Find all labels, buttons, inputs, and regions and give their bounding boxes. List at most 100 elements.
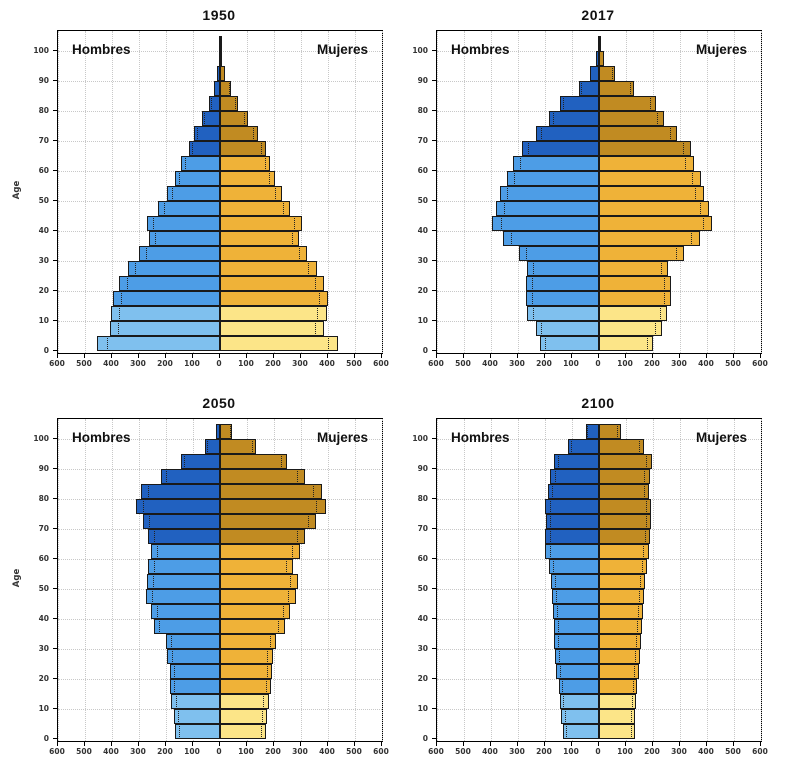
dotted-marker xyxy=(244,113,246,124)
bar-mujeres-10-14 xyxy=(599,306,667,321)
y-tick-label: 60 xyxy=(38,165,49,175)
x-tick xyxy=(381,353,382,358)
bar-hombres-0-4 xyxy=(539,336,599,351)
dotted-marker xyxy=(265,681,267,692)
y-tick-label: 20 xyxy=(417,285,428,295)
bar-mujeres-95-99 xyxy=(599,51,605,66)
y-tick xyxy=(432,618,436,619)
bar-hombres-65-69 xyxy=(522,141,599,156)
bar-mujeres-20-24 xyxy=(599,664,639,679)
x-tick xyxy=(652,353,653,358)
dotted-marker xyxy=(154,531,156,542)
bar-mujeres-45-49 xyxy=(599,201,710,216)
bar-hombres-25-29 xyxy=(167,649,220,664)
dotted-marker xyxy=(196,128,198,139)
bar-hombres-25-29 xyxy=(526,261,599,276)
vgrid-line xyxy=(355,31,356,353)
bar-mujeres-30-34 xyxy=(599,246,685,261)
x-tick-label: 200 xyxy=(536,359,552,368)
dotted-marker xyxy=(645,516,647,527)
bar-mujeres-100+ xyxy=(220,36,222,51)
vgrid-line xyxy=(464,419,465,741)
y-tick-label: 90 xyxy=(38,463,49,473)
x-tick-label: 400 xyxy=(482,747,498,756)
vgrid-line xyxy=(437,31,438,353)
x-tick xyxy=(300,353,301,358)
bar-hombres-80-84 xyxy=(141,484,220,499)
x-tick-label: 600 xyxy=(49,359,65,368)
bar-hombres-30-34 xyxy=(519,246,599,261)
bar-mujeres-95-99 xyxy=(599,439,644,454)
x-tick-label: 300 xyxy=(130,747,146,756)
dotted-marker xyxy=(118,323,120,334)
x-tick xyxy=(733,741,734,746)
dotted-marker xyxy=(120,293,122,304)
y-tick xyxy=(53,498,57,499)
x-tick xyxy=(625,353,626,358)
dotted-marker xyxy=(312,486,314,497)
dotted-marker xyxy=(563,696,565,707)
vgrid-line xyxy=(707,419,708,741)
bar-hombres-35-39 xyxy=(553,619,599,634)
dotted-marker xyxy=(234,98,236,109)
dotted-marker xyxy=(685,158,687,169)
x-tick-label: 0 xyxy=(595,747,601,756)
x-tick xyxy=(327,741,328,746)
x-tick-label: 100 xyxy=(184,747,200,756)
dotted-marker xyxy=(570,441,572,452)
dotted-marker xyxy=(525,248,527,259)
x-tick xyxy=(57,353,58,358)
dotted-marker xyxy=(587,426,589,437)
dotted-marker xyxy=(691,233,693,244)
x-tick-label: 400 xyxy=(698,747,714,756)
bar-hombres-85-89 xyxy=(550,469,599,484)
vgrid-line xyxy=(761,31,762,353)
dotted-marker xyxy=(558,651,560,662)
bar-hombres-15-19 xyxy=(526,291,599,306)
bar-mujeres-85-89 xyxy=(599,469,650,484)
bar-hombres-45-49 xyxy=(551,589,599,604)
dotted-marker xyxy=(661,263,663,274)
bar-mujeres-55-59 xyxy=(220,171,276,186)
bar-hombres-80-84 xyxy=(547,484,599,499)
plot-area: Hombres Mujeres xyxy=(436,30,762,354)
bar-hombres-35-39 xyxy=(503,231,599,246)
bar-mujeres-85-89 xyxy=(220,81,232,96)
y-tick-label: 100 xyxy=(412,45,428,55)
bar-hombres-10-14 xyxy=(559,694,599,709)
bar-hombres-95-99 xyxy=(567,439,599,454)
y-tick-label: 10 xyxy=(38,703,49,713)
y-tick-label: 60 xyxy=(38,553,49,563)
y-tick-label: 20 xyxy=(38,673,49,683)
dotted-marker xyxy=(500,218,502,229)
dotted-marker xyxy=(630,711,632,722)
bar-hombres-0-4 xyxy=(562,724,599,739)
y-tick-label: 80 xyxy=(38,105,49,115)
vgrid-line xyxy=(734,419,735,741)
x-tick xyxy=(490,741,491,746)
vgrid-line xyxy=(355,419,356,741)
dotted-marker xyxy=(210,98,212,109)
y-tick-label: 90 xyxy=(38,75,49,85)
bar-hombres-15-19 xyxy=(112,291,220,306)
y-tick xyxy=(53,438,57,439)
dotted-marker xyxy=(643,486,645,497)
hombres-label: Hombres xyxy=(451,42,510,57)
bar-mujeres-70-74 xyxy=(599,126,678,141)
dotted-marker xyxy=(549,531,551,542)
x-tick xyxy=(679,353,680,358)
y-tick-label: 100 xyxy=(33,433,49,443)
bar-hombres-35-39 xyxy=(149,231,220,246)
x-tick-label: 300 xyxy=(292,359,308,368)
x-tick-label: 500 xyxy=(725,359,741,368)
dotted-marker xyxy=(540,323,542,334)
x-tick xyxy=(219,353,220,358)
dotted-marker xyxy=(676,248,678,259)
y-tick-label: 30 xyxy=(417,643,428,653)
dotted-marker xyxy=(552,486,554,497)
x-tick-label: 100 xyxy=(563,747,579,756)
x-tick-label: 500 xyxy=(346,359,362,368)
vgrid-line xyxy=(707,31,708,353)
y-tick xyxy=(53,200,57,201)
vgrid-line xyxy=(139,31,140,353)
